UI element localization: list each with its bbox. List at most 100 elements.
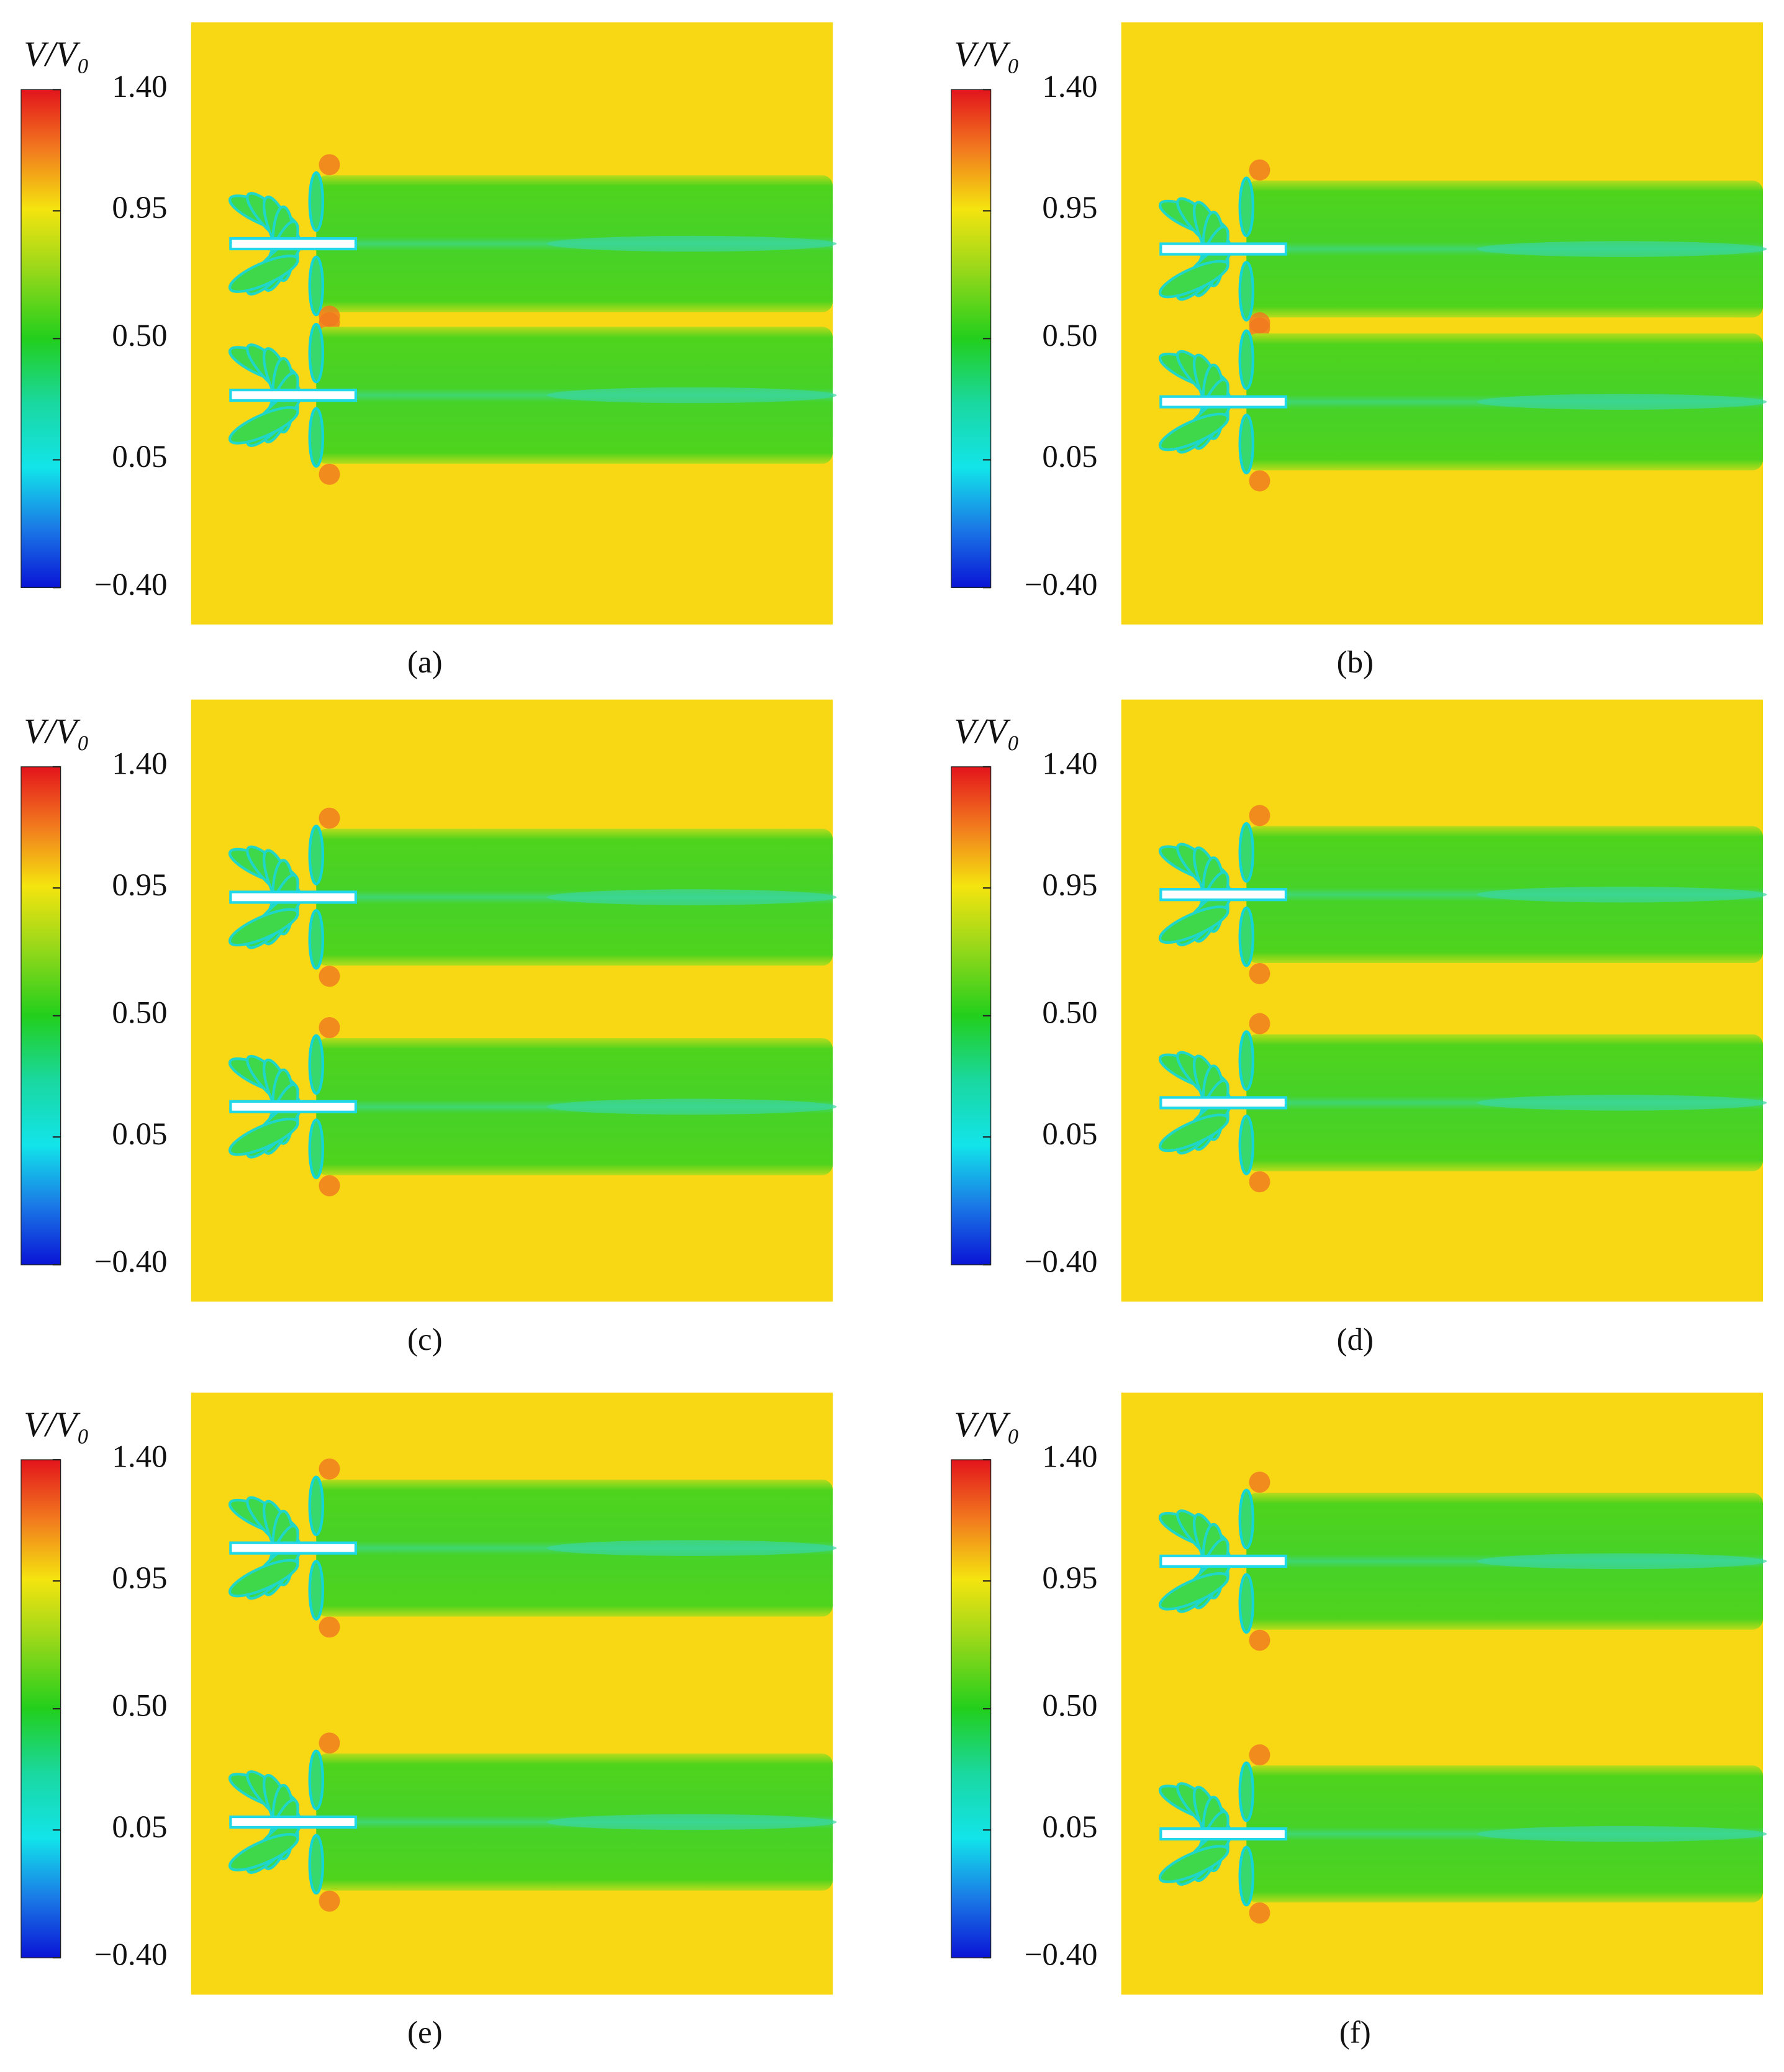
tip-vortex xyxy=(1249,312,1270,333)
wake-core xyxy=(1477,1553,1767,1570)
panel-caption: (b) xyxy=(1337,645,1374,680)
colorbar-tick-label: 0.05 xyxy=(1042,1810,1097,1845)
turbine-body xyxy=(1159,242,1288,256)
wake-core xyxy=(546,1814,837,1830)
blade-wake xyxy=(1158,412,1229,451)
tip-vortex xyxy=(1249,1629,1270,1651)
colorbar-tick-label: −0.40 xyxy=(1025,1938,1098,1973)
tip-vortex xyxy=(319,1616,340,1638)
blade xyxy=(308,1475,324,1537)
blade xyxy=(308,1560,324,1621)
tip-vortex xyxy=(1249,1171,1270,1193)
colorbar-tick-label: 0.95 xyxy=(112,1561,167,1596)
colorbar-title: V/V₀ xyxy=(24,1405,89,1444)
colorbar-tick-label: −0.40 xyxy=(1025,568,1098,602)
tip-vortex xyxy=(1249,1744,1270,1766)
blade xyxy=(308,909,324,970)
panel-caption: (e) xyxy=(407,2015,442,2050)
tip-vortex xyxy=(319,1732,340,1754)
wake-core xyxy=(1477,886,1767,903)
colorbar-tick-label: −0.40 xyxy=(1025,1245,1098,1280)
colorbar-tick-label: 1.40 xyxy=(112,1440,167,1475)
colorbar-tick-label: 0.95 xyxy=(1042,191,1097,225)
colorbar-tick-label: −0.40 xyxy=(94,1938,168,1973)
blade xyxy=(308,171,324,232)
turbine-body xyxy=(1159,1096,1288,1110)
panel: V/V₀ 1.40 0.95 0.50 0.05 −0.40 (e) xyxy=(20,1392,837,2050)
blade xyxy=(1238,1030,1255,1091)
panel: V/V₀ 1.40 0.95 0.50 0.05 −0.40 (b) xyxy=(951,22,1767,680)
contour-plot xyxy=(1121,1392,1767,1995)
panel: V/V₀ 1.40 0.95 0.50 0.05 −0.40 (f) xyxy=(951,1392,1767,2050)
wake-core xyxy=(546,1540,837,1556)
colorbar-tick-label: 1.40 xyxy=(112,70,167,104)
tip-vortex xyxy=(1249,1902,1270,1924)
turbine-body xyxy=(1159,888,1288,902)
tip-vortex xyxy=(1249,963,1270,985)
turbine-body xyxy=(229,237,358,251)
blade xyxy=(1238,329,1255,391)
colorbar-tick-label: 0.50 xyxy=(1042,1689,1097,1724)
colorbar-tick-label: −0.40 xyxy=(94,568,168,602)
blade-wake xyxy=(228,255,299,293)
colorbar-tick-label: 0.95 xyxy=(112,868,167,903)
colorbar-tick-label: 1.40 xyxy=(1042,1440,1097,1475)
blade-wake xyxy=(1158,1113,1229,1152)
tip-vortex xyxy=(319,1175,340,1197)
turbine-body xyxy=(1159,395,1288,409)
blade xyxy=(308,1749,324,1811)
blade-wake xyxy=(228,1833,299,1871)
blade xyxy=(308,407,324,468)
panel-caption: (f) xyxy=(1339,2015,1371,2050)
colorbar-tick-label: 0.05 xyxy=(112,440,167,474)
blade-wake xyxy=(228,1117,299,1156)
blade-wake xyxy=(1158,1845,1229,1883)
colorbar-tick-label: 0.95 xyxy=(112,191,167,225)
blade xyxy=(308,1034,324,1095)
background-flow xyxy=(1121,699,1764,1302)
wake-core xyxy=(546,387,837,404)
contour-plot xyxy=(191,699,837,1302)
turbine-body xyxy=(1159,1554,1288,1568)
turbine-body xyxy=(229,388,358,402)
colorbar-tick-label: 0.05 xyxy=(112,1117,167,1152)
wake-core xyxy=(546,1098,837,1115)
tip-vortex xyxy=(319,154,340,176)
blade xyxy=(1238,1488,1255,1550)
tip-vortex xyxy=(319,463,340,485)
tip-vortex xyxy=(1249,470,1270,492)
blade-wake xyxy=(228,1559,299,1598)
colorbar-tick-label: 0.05 xyxy=(1042,440,1097,474)
tip-vortex xyxy=(319,1017,340,1039)
colorbar-tick-label: 1.40 xyxy=(1042,70,1097,104)
tip-vortex xyxy=(319,1458,340,1480)
background-flow xyxy=(1121,1392,1764,1995)
panel: V/V₀ 1.40 0.95 0.50 0.05 −0.40 (c) xyxy=(20,699,837,1357)
tip-vortex xyxy=(1249,159,1270,181)
blade xyxy=(1238,176,1255,237)
colorbar-title: V/V₀ xyxy=(954,35,1020,74)
tip-vortex xyxy=(1249,1472,1270,1493)
blade-wake xyxy=(228,908,299,947)
blade-wake xyxy=(1158,905,1229,944)
blade xyxy=(1238,1761,1255,1822)
blade xyxy=(308,322,324,384)
panel-caption: (d) xyxy=(1337,1323,1374,1357)
wake-core xyxy=(1477,1095,1767,1111)
tip-vortex xyxy=(319,966,340,987)
colorbar-tick-label: 0.50 xyxy=(112,319,167,353)
tip-vortex xyxy=(1249,1013,1270,1034)
tip-vortex xyxy=(319,305,340,327)
colorbar-title: V/V₀ xyxy=(24,712,89,751)
blade-wake xyxy=(1158,1572,1229,1611)
blade xyxy=(308,825,324,885)
turbine-body xyxy=(229,1541,358,1555)
turbine-body xyxy=(1159,1827,1288,1841)
blade xyxy=(308,1834,324,1895)
blade xyxy=(1238,261,1255,322)
colorbar-tick-label: 1.40 xyxy=(112,747,167,782)
wake-core xyxy=(546,889,837,905)
turbine-body xyxy=(229,1815,358,1829)
